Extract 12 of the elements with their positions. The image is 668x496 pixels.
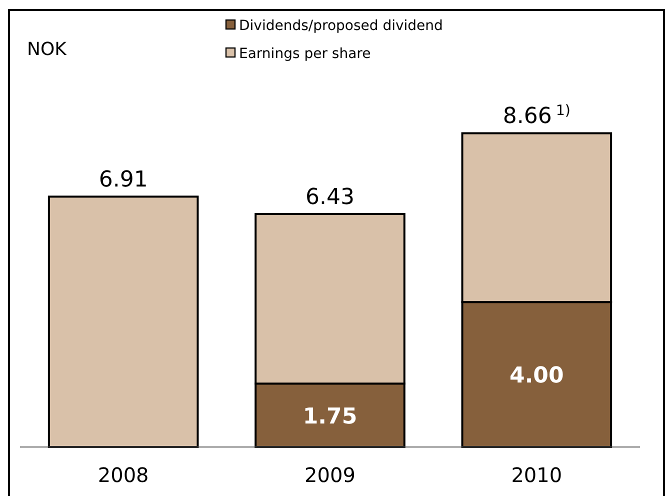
y-axis-title: NOK	[27, 39, 68, 60]
x-tick-label: 2008	[98, 463, 149, 487]
bar	[48, 196, 199, 448]
legend-label: Dividends/proposed dividend	[239, 18, 443, 34]
data-label: 4.00	[510, 364, 564, 389]
data-label: 1.75	[302, 404, 358, 430]
total-label: 6.43	[306, 185, 354, 210]
x-tick-label: 2010	[511, 463, 562, 487]
total-label: 8.66$^{1)}$	[502, 103, 571, 130]
total-label: 6.91	[98, 168, 148, 193]
legend-label: Earnings per share	[239, 46, 371, 62]
x-tick-label: 2009	[304, 463, 356, 487]
